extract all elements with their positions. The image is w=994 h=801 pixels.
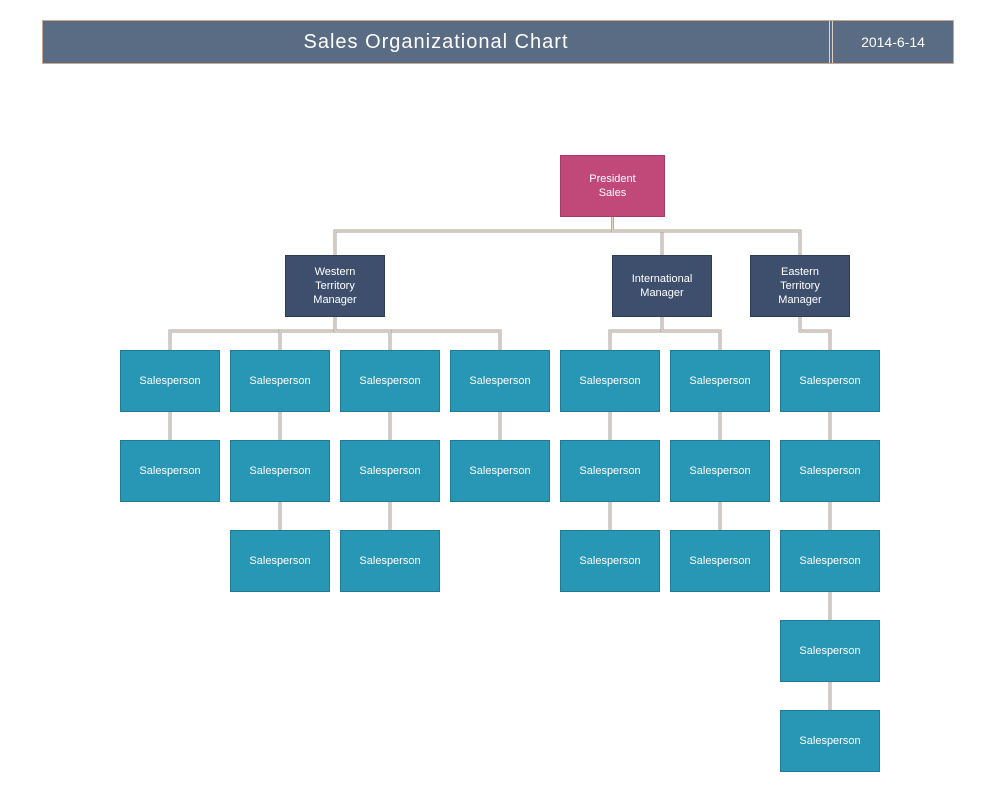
node-label: Salesperson <box>359 554 420 568</box>
node-sp-r1-2: Salesperson <box>230 350 330 412</box>
node-sp-r2-3: Salesperson <box>340 440 440 502</box>
chart-title: Sales Organizational Chart <box>43 31 829 54</box>
node-sp-r1-7: Salesperson <box>780 350 880 412</box>
node-label: Salesperson <box>799 644 860 658</box>
node-label: Salesperson <box>469 464 530 478</box>
node-label: Salesperson <box>579 554 640 568</box>
node-label: Eastern Territory Manager <box>778 265 821 308</box>
connector <box>610 317 662 350</box>
node-label: Salesperson <box>139 464 200 478</box>
header-bar: Sales Organizational Chart 2014-6-14 <box>42 20 954 64</box>
connector-highlight <box>170 317 335 350</box>
node-sp-r2-6: Salesperson <box>670 440 770 502</box>
node-sp-r1-3: Salesperson <box>340 350 440 412</box>
node-label: Salesperson <box>469 374 530 388</box>
node-sp-r3-3: Salesperson <box>340 530 440 592</box>
node-label: Salesperson <box>689 554 750 568</box>
connector <box>170 317 335 350</box>
node-sp-r1-4: Salesperson <box>450 350 550 412</box>
node-label: Salesperson <box>139 374 200 388</box>
node-sp-r3-2: Salesperson <box>230 530 330 592</box>
node-mgr-east: Eastern Territory Manager <box>750 255 850 317</box>
connector-highlight <box>280 317 335 350</box>
connector-highlight <box>613 217 801 255</box>
node-sp-r2-2: Salesperson <box>230 440 330 502</box>
node-president: President Sales <box>560 155 665 217</box>
node-label: Salesperson <box>359 374 420 388</box>
node-label: Salesperson <box>579 464 640 478</box>
node-label: Western Territory Manager <box>313 265 356 308</box>
node-sp-r3-5: Salesperson <box>560 530 660 592</box>
connector-highlight <box>610 317 662 350</box>
connector <box>662 317 720 350</box>
node-label: Salesperson <box>689 464 750 478</box>
connector <box>800 317 830 350</box>
node-label: Salesperson <box>689 374 750 388</box>
node-label: President Sales <box>589 172 635 201</box>
connector-highlight <box>613 217 663 255</box>
connector <box>613 217 801 255</box>
connector <box>335 317 500 350</box>
node-label: Salesperson <box>249 374 310 388</box>
node-sp-r1-1: Salesperson <box>120 350 220 412</box>
connector-highlight <box>335 217 613 255</box>
node-mgr-intl: International Manager <box>612 255 712 317</box>
node-label: Salesperson <box>799 374 860 388</box>
connector-highlight <box>335 317 500 350</box>
node-label: Salesperson <box>249 464 310 478</box>
node-label: Salesperson <box>799 554 860 568</box>
node-label: Salesperson <box>799 464 860 478</box>
node-sp-r2-1: Salesperson <box>120 440 220 502</box>
node-label: International Manager <box>632 272 693 301</box>
node-sp-r2-5: Salesperson <box>560 440 660 502</box>
node-sp-r2-7: Salesperson <box>780 440 880 502</box>
node-sp-r2-4: Salesperson <box>450 440 550 502</box>
node-sp-r3-7: Salesperson <box>780 530 880 592</box>
node-label: Salesperson <box>359 464 420 478</box>
node-sp-r3-6: Salesperson <box>670 530 770 592</box>
node-sp-r4-7: Salesperson <box>780 620 880 682</box>
node-label: Salesperson <box>579 374 640 388</box>
connector-highlight <box>335 317 390 350</box>
node-sp-r1-6: Salesperson <box>670 350 770 412</box>
connector-highlight <box>800 317 830 350</box>
connector <box>280 317 335 350</box>
connector <box>613 217 663 255</box>
node-sp-r5-7: Salesperson <box>780 710 880 772</box>
node-mgr-west: Western Territory Manager <box>285 255 385 317</box>
node-label: Salesperson <box>799 734 860 748</box>
connector <box>335 217 613 255</box>
node-label: Salesperson <box>249 554 310 568</box>
connector-highlight <box>662 317 720 350</box>
connector <box>335 317 390 350</box>
node-sp-r1-5: Salesperson <box>560 350 660 412</box>
chart-date: 2014-6-14 <box>829 21 953 63</box>
